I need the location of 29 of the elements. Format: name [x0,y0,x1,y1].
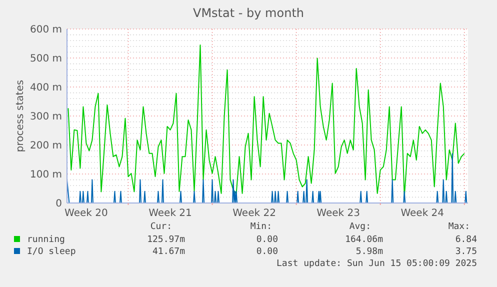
legend-label: I/O sleep [27,247,76,257]
text: Max: [448,222,470,232]
y-tick-label: 400 m [30,82,62,94]
y-tick-label: 0 [56,198,62,210]
y-axis-title: process states [15,80,26,152]
text: Last update: Sun Jun 15 05:00:09 2025 [276,259,477,269]
y-tick-label: 500 m [30,54,62,64]
legend-label: running [27,235,65,245]
y-tick-label: 100 m [30,170,62,180]
y-tick-label: 200 m [30,140,62,152]
x-tick-label: Week 24 [400,208,444,219]
text: 3.75 [455,247,477,257]
x-tick-label: Week 23 [316,208,360,219]
x-tick-label: Week 22 [232,208,276,219]
text: 5.98m [356,247,383,257]
text: 6.84 [455,235,477,245]
text: Min: [250,222,272,232]
text: 0.00 [256,235,278,245]
y-tick-label: 600 m [30,24,62,36]
text: 164.06m [345,235,383,245]
text: 41.67m [152,247,185,257]
text: 125.97m [147,235,185,245]
x-tick-label: Week 21 [148,208,192,219]
chart-title: VMstat - by month [192,6,304,20]
text: Cur: [150,222,172,232]
y-tick-label: 300 m [30,112,62,122]
x-tick-label: Week 20 [64,208,108,219]
text: Avg: [349,222,371,232]
text: 0.00 [256,247,278,257]
